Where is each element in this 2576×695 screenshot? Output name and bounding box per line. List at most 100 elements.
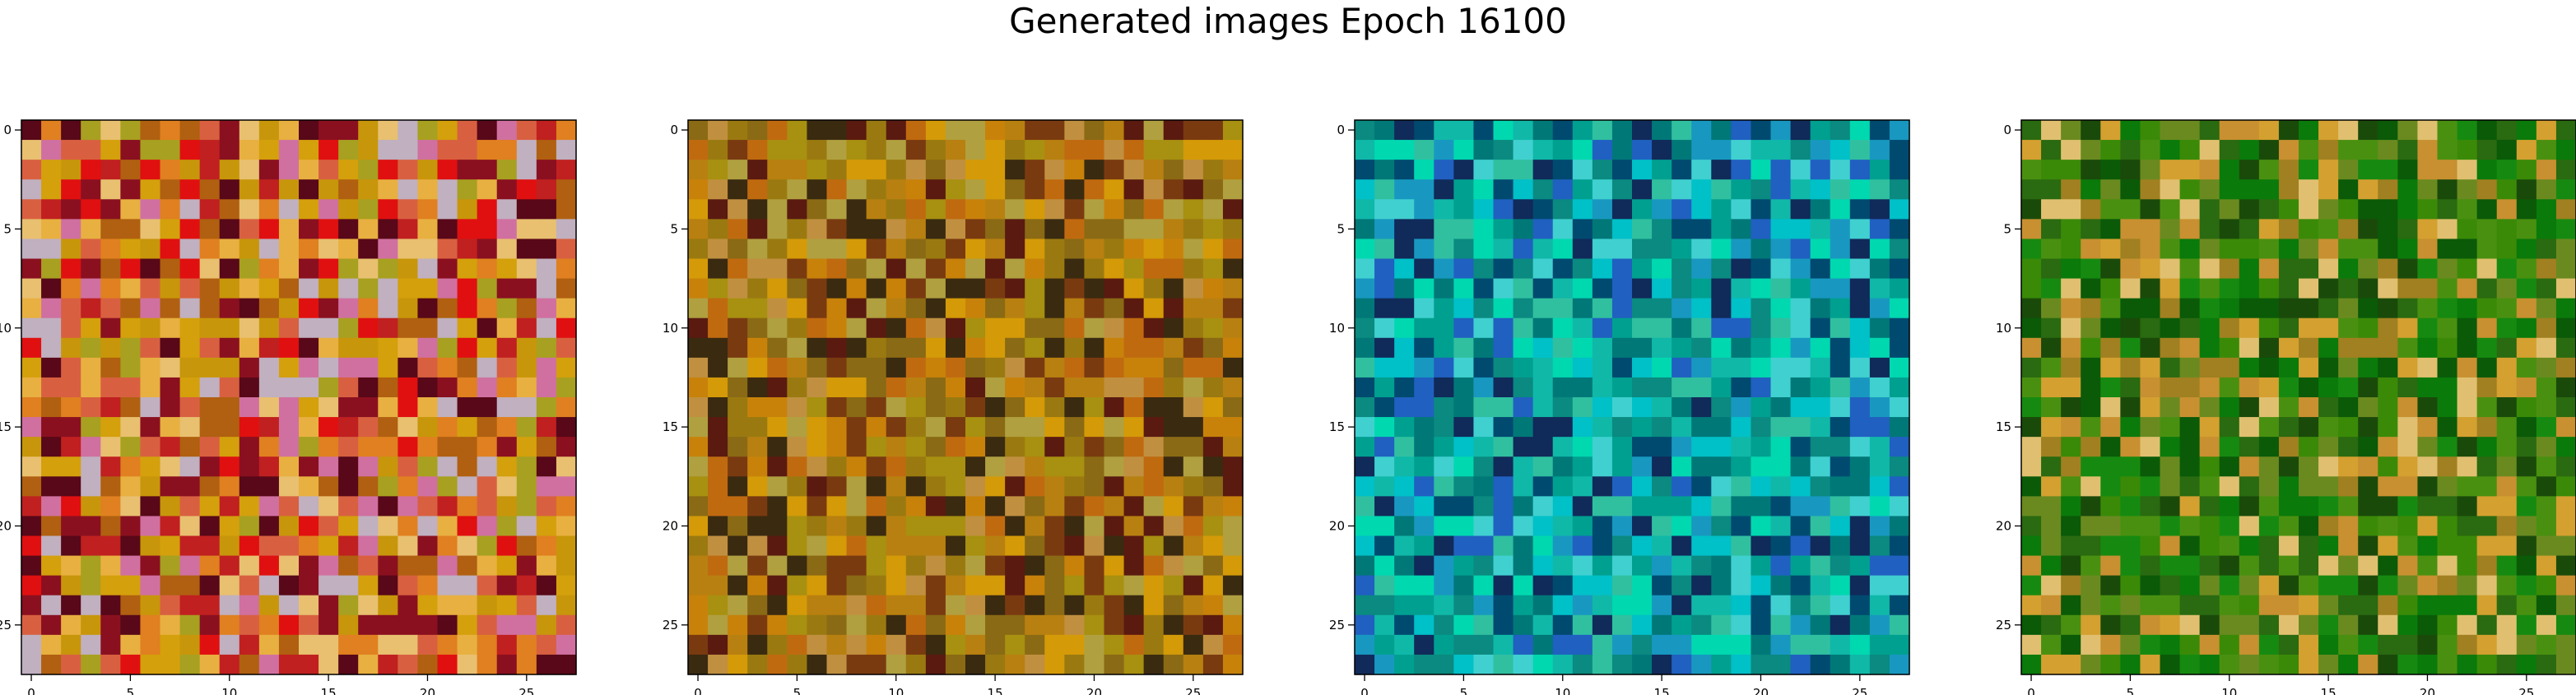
pixel-cell — [728, 179, 748, 200]
pixel-cell — [1104, 278, 1125, 299]
pixel-cell — [747, 120, 768, 141]
pixel-cell — [378, 239, 398, 260]
pixel-cell — [2258, 476, 2280, 497]
pixel-cell — [2358, 535, 2378, 557]
pixel-cell — [1123, 258, 1145, 280]
pixel-cell — [140, 496, 161, 517]
pixel-cell — [2555, 140, 2576, 160]
pixel-cell — [1632, 140, 1653, 160]
pixel-cell — [2021, 595, 2042, 616]
pixel-cell — [886, 219, 907, 240]
y-tick-label: 15 — [1329, 419, 1345, 434]
pixel-cell — [2496, 535, 2518, 557]
pixel-cell — [2061, 654, 2081, 675]
pixel-cell — [767, 535, 788, 557]
pixel-cell — [1183, 397, 1204, 418]
pixel-cell — [1084, 634, 1105, 656]
pixel-cell — [2061, 476, 2081, 497]
pixel-cell — [688, 317, 709, 339]
pixel-cell — [1143, 496, 1165, 517]
pixel-cell — [1222, 614, 1244, 636]
pixel-cell — [477, 555, 498, 577]
pixel-cell — [708, 120, 728, 141]
pixel-cell — [2061, 516, 2081, 537]
pixel-cell — [299, 160, 319, 180]
pixel-cell — [2081, 317, 2101, 339]
pixel-cell — [1374, 337, 1395, 359]
pixel-cell — [1532, 219, 1554, 240]
pixel-cell — [846, 337, 867, 359]
pixel-cell — [358, 654, 379, 675]
pixel-cell — [2081, 278, 2101, 299]
pixel-cell — [437, 654, 458, 675]
pixel-cell — [2199, 317, 2220, 339]
pixel-cell — [1632, 317, 1653, 339]
pixel-cell — [1532, 357, 1554, 378]
pixel-cell — [1473, 298, 1495, 319]
pixel-cell — [477, 179, 498, 200]
pixel-cell — [299, 476, 319, 497]
pixel-cell — [2476, 317, 2498, 339]
pixel-cell — [319, 555, 339, 577]
pixel-cell — [1084, 298, 1105, 319]
pixel-cell — [140, 555, 161, 577]
pixel-cell — [2555, 456, 2576, 477]
pixel-cell — [21, 377, 42, 398]
pixel-cell — [866, 357, 887, 378]
pixel-cell — [1632, 239, 1653, 260]
pixel-cell — [1770, 179, 1792, 200]
pixel-cell — [417, 575, 439, 596]
pixel-cell — [1592, 179, 1613, 200]
pixel-cell — [1572, 654, 1593, 675]
pixel-cell — [708, 575, 728, 596]
pixel-cell — [160, 357, 181, 378]
pixel-cell — [61, 535, 81, 557]
pixel-cell — [1672, 357, 1692, 378]
pixel-cell — [1572, 298, 1593, 319]
pixel-cell — [1414, 120, 1434, 141]
pixel-cell — [2516, 298, 2537, 319]
pixel-cell — [2536, 535, 2557, 557]
pixel-cell — [1770, 357, 1792, 378]
pixel-cell — [516, 160, 537, 180]
pixel-cell — [556, 219, 577, 240]
pixel-cell — [1025, 437, 1045, 457]
pixel-cell — [536, 160, 557, 180]
pixel-cell — [1691, 258, 1712, 280]
pixel-cell — [1731, 496, 1752, 517]
pixel-cell — [378, 535, 398, 557]
pixel-cell — [1731, 179, 1752, 200]
pixel-cell — [417, 397, 439, 418]
pixel-cell — [688, 575, 709, 596]
pixel-cell — [985, 516, 1006, 537]
pixel-cell — [1355, 278, 1375, 299]
pixel-cell — [319, 535, 339, 557]
pixel-cell — [417, 595, 439, 616]
pixel-cell — [2496, 140, 2518, 160]
pixel-cell — [2041, 140, 2062, 160]
pixel-cell — [358, 337, 379, 359]
pixel-cell — [1572, 595, 1593, 616]
pixel-cell — [866, 654, 887, 675]
figure-title: Generated images Epoch 16100 — [1009, 1, 1567, 41]
pixel-cell — [1434, 456, 1454, 477]
pixel-cell — [1493, 456, 1514, 477]
pixel-cell — [358, 239, 379, 260]
pixel-cell — [378, 634, 398, 656]
pixel-cell — [21, 456, 42, 477]
pixel-cell — [2397, 298, 2419, 319]
pixel-cell — [1711, 654, 1732, 675]
pixel-cell — [2417, 397, 2439, 418]
pixel-cell — [319, 496, 339, 517]
pixel-cell — [1064, 239, 1086, 260]
pixel-cell — [846, 614, 867, 636]
pixel-cell — [2318, 219, 2339, 240]
y-tick-label: 0 — [2003, 123, 2011, 137]
pixel-cell — [437, 140, 458, 160]
pixel-cell — [258, 278, 280, 299]
pixel-cell — [2299, 555, 2319, 577]
pixel-cell — [1453, 219, 1475, 240]
pixel-cell — [1711, 239, 1732, 260]
pixel-cell — [2378, 278, 2398, 299]
pixel-cell — [905, 179, 927, 200]
